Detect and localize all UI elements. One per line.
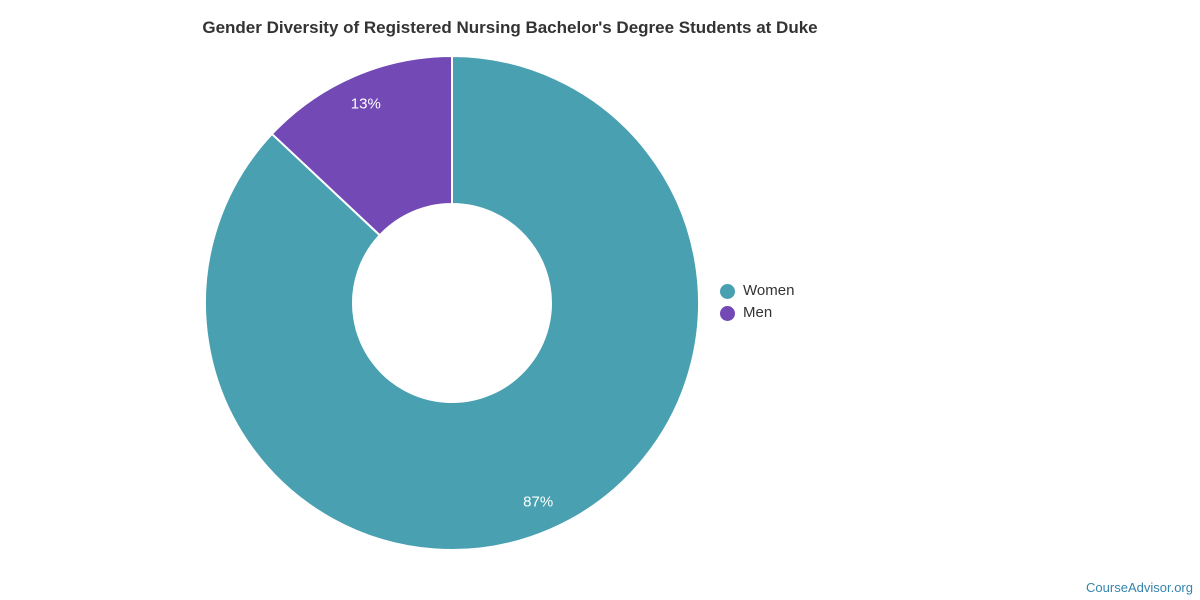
- slice-label-men: 13%: [351, 95, 381, 112]
- slice-label-women: 87%: [523, 494, 553, 511]
- legend-item-women[interactable]: Women: [720, 280, 794, 302]
- legend-label-men: Men: [743, 304, 773, 321]
- legend-swatch-men: [720, 305, 735, 321]
- chart-title: Gender Diversity of Registered Nursing B…: [202, 18, 818, 37]
- donut-slices: [204, 55, 700, 551]
- legend-swatch-women: [720, 283, 735, 299]
- donut-slice-men[interactable]: [270, 55, 453, 237]
- legend-item-men[interactable]: Men: [720, 302, 794, 324]
- legend-label-women: Women: [743, 282, 795, 299]
- credits-link[interactable]: CourseAdvisor.org: [1086, 580, 1193, 595]
- donut-slice-women[interactable]: [204, 55, 700, 551]
- legend: Women Men: [720, 280, 794, 324]
- donut-slice-labels: 87% 13%: [351, 95, 553, 510]
